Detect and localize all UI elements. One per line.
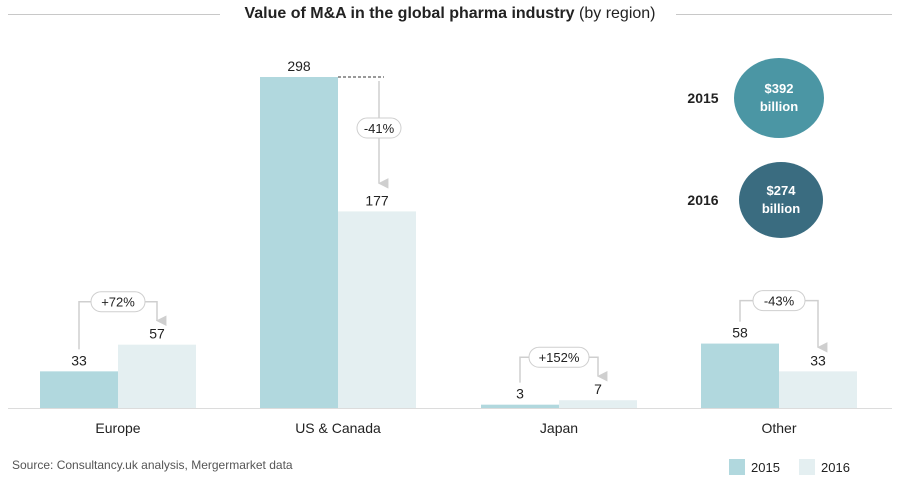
data-label-europe-2016: 57 xyxy=(149,326,165,342)
legend-swatch-2016 xyxy=(799,459,815,475)
title-rule-right xyxy=(676,14,892,15)
data-label-us-canada-2015: 298 xyxy=(287,58,311,74)
chart-title-main: Value of M&A in the global pharma indust… xyxy=(244,5,575,22)
change-europe-pill xyxy=(90,291,146,313)
chart-title: Value of M&A in the global pharma indust… xyxy=(0,4,900,24)
total-unit-2015: billion xyxy=(760,99,798,114)
legend-item-2016: 2016 xyxy=(799,459,850,475)
bar-other-2016 xyxy=(779,371,857,408)
data-label-japan-2015: 3 xyxy=(516,386,524,402)
total-circle-2016 xyxy=(739,162,823,238)
data-label-other-2016: 33 xyxy=(810,352,826,368)
source-note: Source: Consultancy.uk analysis, Mergerm… xyxy=(12,458,293,472)
change-japan-label: +152% xyxy=(539,350,580,365)
legend-swatch-2015 xyxy=(729,459,745,475)
bar-europe-2016 xyxy=(118,344,196,408)
change-europe-label: +72% xyxy=(101,295,135,310)
legend-item-2015: 2015 xyxy=(729,459,780,475)
category-label-other: Other xyxy=(761,420,796,436)
category-label-europe: Europe xyxy=(95,420,140,436)
bar-us-canada-2016 xyxy=(338,211,416,408)
chart-title-suffix: (by region) xyxy=(579,5,656,22)
data-label-other-2015: 58 xyxy=(732,325,748,341)
bar-us-canada-2015 xyxy=(260,77,338,408)
change-other-pill xyxy=(752,290,806,312)
total-value-2016: $274 xyxy=(767,183,797,198)
category-label-us-canada: US & Canada xyxy=(295,420,381,436)
total-unit-2016: billion xyxy=(762,201,800,216)
change-japan-pill xyxy=(528,346,590,368)
data-label-europe-2015: 33 xyxy=(71,352,87,368)
change-us-canada-pill xyxy=(356,117,402,139)
category-label-japan: Japan xyxy=(540,420,578,436)
title-rule-left xyxy=(8,14,220,15)
bar-other-2015 xyxy=(701,343,779,408)
total-value-2015: $392 xyxy=(765,81,794,96)
legend-label-2015: 2015 xyxy=(751,459,780,475)
change-us-canada-label: -41% xyxy=(364,121,395,136)
change-other-label: -43% xyxy=(764,294,795,309)
total-year-2015: 2015 xyxy=(687,90,718,106)
data-label-us-canada-2016: 177 xyxy=(365,192,389,208)
data-label-japan-2016: 7 xyxy=(594,381,602,397)
bar-japan-2016 xyxy=(559,400,637,408)
legend-label-2016: 2016 xyxy=(821,459,850,475)
total-year-2016: 2016 xyxy=(687,192,718,208)
bar-japan-2015 xyxy=(481,404,559,408)
total-circle-2015 xyxy=(734,58,824,138)
bar-europe-2015 xyxy=(40,371,118,408)
